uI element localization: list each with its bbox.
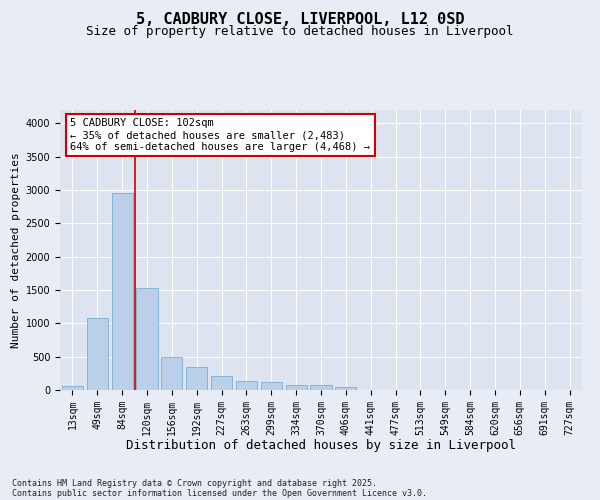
Text: 5, CADBURY CLOSE, LIVERPOOL, L12 0SD: 5, CADBURY CLOSE, LIVERPOOL, L12 0SD — [136, 12, 464, 28]
Bar — [211, 376, 232, 390]
Bar — [87, 318, 108, 390]
Bar — [161, 358, 182, 390]
Bar — [62, 386, 83, 390]
Text: Contains public sector information licensed under the Open Government Licence v3: Contains public sector information licen… — [12, 488, 427, 498]
Text: Size of property relative to detached houses in Liverpool: Size of property relative to detached ho… — [86, 25, 514, 38]
Bar — [136, 288, 158, 390]
Bar — [261, 382, 282, 390]
Bar — [335, 388, 356, 390]
Bar — [112, 194, 133, 390]
Y-axis label: Number of detached properties: Number of detached properties — [11, 152, 22, 348]
Bar — [286, 385, 307, 390]
Text: 5 CADBURY CLOSE: 102sqm
← 35% of detached houses are smaller (2,483)
64% of semi: 5 CADBURY CLOSE: 102sqm ← 35% of detache… — [70, 118, 370, 152]
Bar — [310, 385, 332, 390]
X-axis label: Distribution of detached houses by size in Liverpool: Distribution of detached houses by size … — [126, 439, 516, 452]
Bar — [186, 368, 207, 390]
Bar — [236, 381, 257, 390]
Text: Contains HM Land Registry data © Crown copyright and database right 2025.: Contains HM Land Registry data © Crown c… — [12, 478, 377, 488]
